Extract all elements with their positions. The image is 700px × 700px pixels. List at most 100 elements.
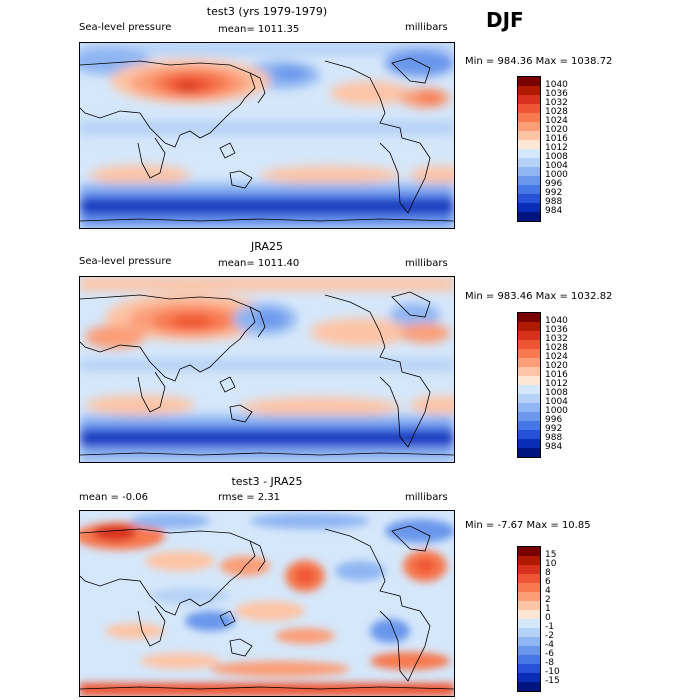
colorbar-swatch: [518, 682, 540, 691]
colorbar-swatch: [518, 664, 540, 673]
colorbar-obs: [517, 312, 541, 458]
colorbar-tick: -6: [545, 649, 554, 659]
colorbar-tick: 1024: [545, 352, 568, 362]
colorbar-tick: 988: [545, 433, 563, 443]
colorbar-swatch: [518, 430, 540, 439]
colorbar-swatch: [518, 104, 540, 113]
colorbar-swatch: [518, 140, 540, 149]
colorbar-swatch: [518, 86, 540, 95]
colorbar-swatch: [518, 131, 540, 140]
colorbar-tick: 0: [545, 613, 551, 623]
colorbar-swatch: [518, 340, 540, 349]
mean-label: mean = -0.06: [79, 492, 148, 503]
colorbar-swatch: [518, 439, 540, 448]
colorbar-swatch: [518, 185, 540, 194]
colorbar-swatch: [518, 565, 540, 574]
units-label: millibars: [405, 22, 448, 33]
colorbar-tick: 1036: [545, 89, 568, 99]
minmax-label: Min = 984.36 Max = 1038.72: [465, 56, 613, 67]
colorbar-tick: -15: [545, 676, 560, 686]
colorbar-swatch: [518, 421, 540, 430]
colorbar-tick: 984: [545, 206, 563, 216]
colorbar-tick: 1028: [545, 343, 568, 353]
colorbar-swatch: [518, 385, 540, 394]
colorbar-swatch: [518, 646, 540, 655]
colorbar-tick: -2: [545, 631, 554, 641]
colorbar-tick: 1012: [545, 143, 568, 153]
colorbar-swatch: [518, 637, 540, 646]
colorbar-tick: 1016: [545, 370, 568, 380]
colorbar-swatch: [518, 149, 540, 158]
colorbar-swatch: [518, 194, 540, 203]
colorbar-tick: 1028: [545, 107, 568, 117]
colorbar-tick: 1000: [545, 170, 568, 180]
colorbar-tick: 1040: [545, 80, 568, 90]
colorbar-swatch: [518, 212, 540, 221]
colorbar-tick: 992: [545, 188, 563, 198]
colorbar-test: [517, 76, 541, 222]
colorbar-tick: 1032: [545, 98, 568, 108]
colorbar-swatch: [518, 95, 540, 104]
colorbar-diff: [517, 546, 541, 692]
map-diff: [79, 510, 455, 697]
colorbar-swatch: [518, 176, 540, 185]
colorbar-tick: 1020: [545, 361, 568, 371]
colorbar-tick: 988: [545, 197, 563, 207]
colorbar-tick: -4: [545, 640, 554, 650]
colorbar-tick: 6: [545, 577, 551, 587]
colorbar-swatch: [518, 349, 540, 358]
colorbar-tick: -10: [545, 667, 560, 677]
colorbar-tick: 1008: [545, 388, 568, 398]
colorbar-tick: 992: [545, 424, 563, 434]
colorbar-tick: 1: [545, 604, 551, 614]
colorbar-tick: 996: [545, 179, 563, 189]
rmse-label: rmse = 2.31: [218, 492, 281, 503]
colorbar-tick: 4: [545, 586, 551, 596]
colorbar-tick: 1012: [545, 379, 568, 389]
minmax-label: Min = -7.67 Max = 10.85: [465, 520, 591, 531]
colorbar-tick: 1032: [545, 334, 568, 344]
colorbar-tick: 1036: [545, 325, 568, 335]
colorbar-tick: 15: [545, 550, 557, 560]
colorbar-swatch: [518, 556, 540, 565]
variable-label: Sea-level pressure: [79, 22, 172, 33]
panel-title: test3 (yrs 1979-1979): [206, 5, 328, 18]
colorbar-swatch: [518, 376, 540, 385]
colorbar-swatch: [518, 412, 540, 421]
colorbar-tick: 1000: [545, 406, 568, 416]
colorbar-tick: -8: [545, 658, 554, 668]
minmax-label: Min = 983.46 Max = 1032.82: [465, 291, 613, 302]
colorbar-swatch: [518, 77, 540, 86]
colorbar-swatch: [518, 331, 540, 340]
colorbar-swatch: [518, 313, 540, 322]
colorbar-tick: 1024: [545, 116, 568, 126]
colorbar-swatch: [518, 367, 540, 376]
colorbar-swatch: [518, 592, 540, 601]
map-obs: [79, 276, 455, 463]
colorbar-swatch: [518, 167, 540, 176]
colorbar-swatch: [518, 203, 540, 212]
colorbar-swatch: [518, 113, 540, 122]
colorbar-swatch: [518, 448, 540, 457]
panel-title: JRA25: [251, 240, 283, 253]
panel-title: test3 - JRA25: [231, 475, 303, 488]
colorbar-swatch: [518, 673, 540, 682]
colorbar-tick: 1004: [545, 161, 568, 171]
variable-label: Sea-level pressure: [79, 256, 172, 267]
colorbar-swatch: [518, 610, 540, 619]
colorbar-swatch: [518, 583, 540, 592]
colorbar-swatch: [518, 574, 540, 583]
mean-label: mean= 1011.35: [218, 24, 300, 35]
colorbar-swatch: [518, 122, 540, 131]
colorbar-tick: 2: [545, 595, 551, 605]
colorbar-tick: 1008: [545, 152, 568, 162]
colorbar-swatch: [518, 394, 540, 403]
colorbar-swatch: [518, 547, 540, 556]
colorbar-tick: 984: [545, 442, 563, 452]
units-label: millibars: [405, 258, 448, 269]
colorbar-tick: 1004: [545, 397, 568, 407]
colorbar-tick: 1016: [545, 134, 568, 144]
units-label: millibars: [405, 492, 448, 503]
colorbar-tick: -1: [545, 622, 554, 632]
season-label: DJF: [486, 8, 524, 32]
